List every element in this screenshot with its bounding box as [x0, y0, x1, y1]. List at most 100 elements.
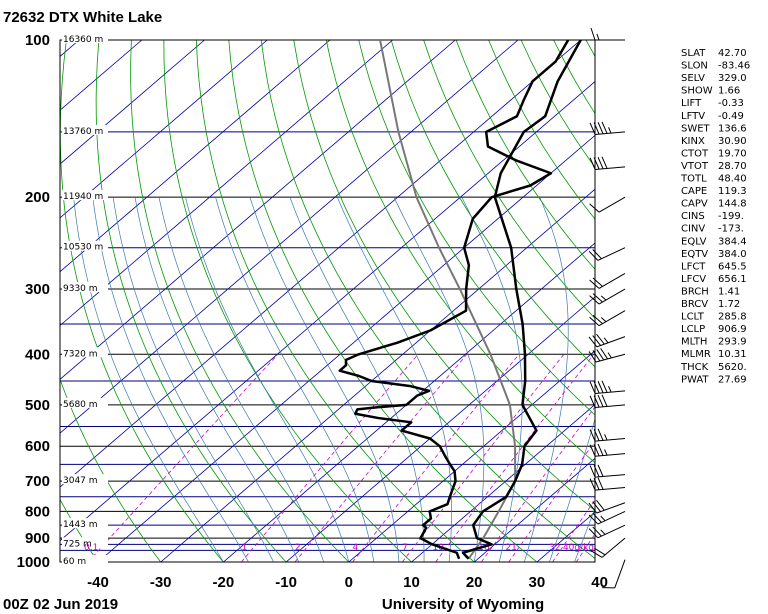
- mixing-ratio-line: [352, 354, 520, 562]
- mixing-ratio-labels: 0.1 1 2 4 7 10 16 21 32 40g/kg: [84, 543, 594, 553]
- index-key: SLAT: [681, 48, 706, 59]
- height-label: 10530 m: [63, 243, 103, 253]
- height-labels: 16360 m 13760 m 11940 m 10530 m 9330 m 7320 m…: [62, 33, 108, 567]
- index-value: 10.31: [718, 349, 747, 360]
- height-label: 7320 m: [63, 349, 98, 359]
- index-key: SHOW: [681, 86, 713, 97]
- index-key: KINX: [681, 136, 705, 147]
- wind-barb: [590, 537, 626, 558]
- wind-barb: [602, 559, 626, 589]
- dry-adiabat: [390, 40, 595, 368]
- wind-barb: [590, 27, 625, 41]
- height-label-bg: [62, 282, 108, 293]
- height-label: 60 m: [63, 557, 86, 567]
- moist-adiabat: [158, 197, 325, 562]
- index-value: 136.6: [718, 123, 747, 134]
- index-key: CAPV: [681, 199, 708, 210]
- index-key: THCK: [680, 362, 709, 373]
- index-key: SELV: [681, 73, 705, 84]
- height-label-bg: [62, 397, 108, 408]
- mixing-ratio-line: [508, 440, 595, 562]
- index-value: 1.72: [718, 299, 740, 310]
- index-value: 293.9: [718, 337, 747, 348]
- mixing-ratio-label: 21: [505, 543, 516, 553]
- index-value: 27.69: [718, 374, 747, 385]
- isotherm: [223, 242, 595, 562]
- index-value: 42.70: [718, 48, 747, 59]
- index-value: 656.1: [718, 274, 747, 285]
- height-label-bg: [62, 474, 108, 485]
- index-key: LCLT: [681, 312, 705, 323]
- temperature-tick-label: -30: [150, 574, 172, 591]
- wind-barb: [589, 156, 626, 170]
- index-value: 1.41: [718, 286, 740, 297]
- pressure-tick-label: 300: [25, 281, 50, 298]
- wind-barb: [588, 500, 626, 514]
- dry-adiabat: [228, 40, 538, 562]
- mixing-ratio-line: [435, 354, 595, 562]
- isotherm: [473, 457, 595, 562]
- index-value: -199.: [718, 211, 744, 222]
- index-key: SLON: [681, 61, 708, 72]
- wind-barb: [588, 247, 626, 261]
- height-label: 13760 m: [63, 127, 103, 137]
- dry-adiabat: [748, 40, 768, 562]
- index-key: PWAT: [681, 374, 709, 385]
- height-label: 9330 m: [63, 284, 98, 294]
- dry-adiabat: [651, 40, 768, 562]
- wind-barb: [589, 288, 626, 305]
- wind-barb: [588, 524, 626, 539]
- height-label: 5680 m: [63, 400, 98, 410]
- index-key: CINS: [681, 211, 705, 222]
- source-label: University of Wyoming: [382, 596, 544, 613]
- moist-adiabat: [249, 197, 400, 562]
- isotherm: [411, 403, 595, 562]
- dry-adiabat: [260, 40, 595, 559]
- mixing-ratio-line: [575, 533, 595, 562]
- pressure-tick-label: 800: [25, 503, 50, 520]
- height-label-bg: [62, 518, 108, 529]
- isotherm: [97, 134, 595, 562]
- index-value: -173.: [718, 224, 744, 235]
- index-key: CINV: [681, 224, 705, 235]
- height-label: 1443 m: [63, 520, 98, 530]
- index-value: 119.3: [718, 186, 747, 197]
- index-value: 1.66: [718, 86, 740, 97]
- wind-barbs: [588, 27, 626, 589]
- isotherm: [160, 188, 595, 562]
- isotherm: [60, 40, 581, 488]
- dry-adiabat: [358, 40, 595, 416]
- temperature-tick-label: -40: [87, 574, 109, 591]
- temperature-tick-label: 0: [345, 574, 353, 591]
- index-value: 48.40: [718, 174, 747, 185]
- height-label: 725 m: [63, 539, 92, 549]
- moist-adiabat: [289, 197, 425, 562]
- pressure-tick-label: 900: [25, 530, 50, 547]
- index-value: -83.46: [718, 61, 750, 72]
- height-label-bg: [62, 555, 108, 565]
- wind-barb: [589, 443, 626, 457]
- mixing-ratio-label: 1: [241, 543, 247, 553]
- mixing-ratio-label: 4: [352, 543, 358, 553]
- dry-adiabat: [130, 40, 350, 562]
- index-key: LCLP: [681, 324, 705, 335]
- observation-time: 00Z 02 Jun 2019: [3, 596, 118, 613]
- moist-adiabat: [73, 197, 224, 562]
- index-value: 5620.: [718, 362, 747, 373]
- dry-adiabat: [163, 40, 412, 562]
- index-key: BRCH: [681, 286, 709, 297]
- mixing-ratio-line: [481, 406, 595, 562]
- height-label-bg: [62, 240, 108, 251]
- isotherm: [60, 40, 393, 327]
- chart-title: 72632 DTX White Lake: [3, 9, 162, 26]
- pressure-tick-label: 400: [25, 346, 50, 363]
- mixing-ratio-line: [552, 499, 595, 562]
- index-key: LIFT: [681, 98, 702, 109]
- index-value: 384.4: [718, 236, 747, 247]
- index-key: MLTH: [681, 337, 707, 348]
- moist-adiabat: [134, 197, 299, 562]
- stability-indices: SLAT 42.70 SLON -83.46 SELV 329.0 SHOW 1.66 LIFT…: [680, 48, 750, 385]
- wind-barb: [588, 348, 626, 363]
- wind-barb: [589, 310, 626, 327]
- height-label-bg: [62, 33, 108, 43]
